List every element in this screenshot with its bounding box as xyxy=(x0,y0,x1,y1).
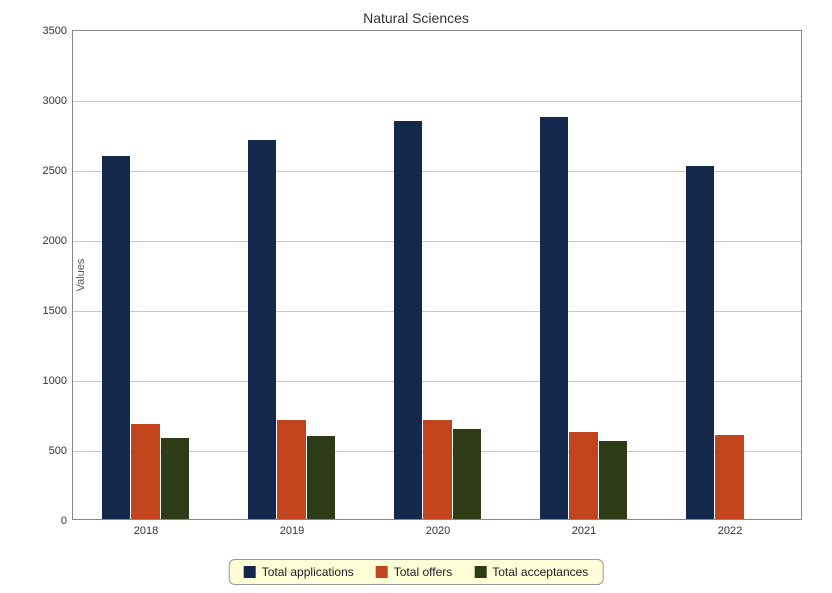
gridline xyxy=(73,101,801,102)
bar xyxy=(248,140,276,519)
legend-swatch xyxy=(474,566,486,578)
x-tick-label: 2020 xyxy=(426,525,450,537)
y-axis-label: Values xyxy=(75,259,87,292)
y-tick-label: 3500 xyxy=(43,25,67,37)
bar xyxy=(540,117,568,519)
x-tick-label: 2018 xyxy=(134,525,158,537)
bar xyxy=(131,424,159,519)
y-tick-label: 500 xyxy=(49,445,67,457)
bar xyxy=(686,166,714,519)
legend-label: Total offers xyxy=(394,565,452,579)
chart-title: Natural Sciences xyxy=(0,0,832,28)
legend-swatch xyxy=(244,566,256,578)
chart-container: Natural Sciences Values 0500100015002000… xyxy=(0,0,832,593)
bar xyxy=(102,156,130,519)
x-tick-label: 2022 xyxy=(718,525,742,537)
bar xyxy=(423,420,451,519)
bar xyxy=(277,420,305,519)
y-tick-label: 1500 xyxy=(43,305,67,317)
y-tick-label: 2000 xyxy=(43,235,67,247)
y-tick-label: 3000 xyxy=(43,95,67,107)
bar xyxy=(569,432,597,519)
x-tick-label: 2021 xyxy=(572,525,596,537)
bar xyxy=(161,438,189,519)
bar xyxy=(307,436,335,519)
y-tick-label: 2500 xyxy=(43,165,67,177)
y-tick-label: 1000 xyxy=(43,375,67,387)
bar xyxy=(394,121,422,519)
bar xyxy=(599,441,627,519)
bar xyxy=(715,435,743,519)
legend-label: Total acceptances xyxy=(492,565,588,579)
legend-item: Total applications xyxy=(244,565,354,579)
legend-item: Total offers xyxy=(376,565,452,579)
y-tick-label: 0 xyxy=(61,515,67,527)
legend: Total applications Total offers Total acce… xyxy=(229,559,604,585)
legend-label: Total applications xyxy=(262,565,354,579)
legend-item: Total acceptances xyxy=(474,565,588,579)
legend-swatch xyxy=(376,566,388,578)
plot-area: Values 050010001500200025003000350020182… xyxy=(72,30,802,520)
bar xyxy=(453,429,481,519)
x-tick-label: 2019 xyxy=(280,525,304,537)
